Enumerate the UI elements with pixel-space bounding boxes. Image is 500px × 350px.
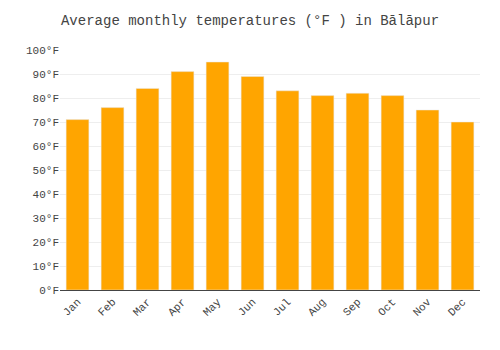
- svg-text:May: May: [201, 296, 224, 319]
- svg-text:Jul: Jul: [271, 296, 293, 318]
- svg-text:20°F: 20°F: [33, 237, 59, 249]
- svg-text:10°F: 10°F: [33, 261, 59, 273]
- svg-text:70°F: 70°F: [33, 117, 59, 129]
- svg-text:90°F: 90°F: [33, 69, 59, 81]
- svg-text:Dec: Dec: [446, 296, 468, 318]
- svg-text:Feb: Feb: [96, 296, 118, 318]
- svg-text:Nov: Nov: [411, 296, 434, 319]
- svg-text:Sep: Sep: [341, 296, 363, 318]
- svg-text:50°F: 50°F: [33, 165, 59, 177]
- svg-text:Oct: Oct: [376, 296, 398, 318]
- svg-text:Jun: Jun: [236, 296, 258, 318]
- svg-text:Apr: Apr: [166, 296, 188, 318]
- svg-text:Average monthly temperatures (: Average monthly temperatures (°F ) in Bā…: [61, 13, 439, 29]
- svg-text:Aug: Aug: [306, 296, 328, 318]
- svg-text:80°F: 80°F: [33, 93, 59, 105]
- svg-text:60°F: 60°F: [33, 141, 59, 153]
- svg-text:Jan: Jan: [61, 296, 83, 318]
- svg-text:Mar: Mar: [131, 296, 153, 318]
- svg-text:0°F: 0°F: [39, 285, 59, 297]
- svg-text:100°F: 100°F: [26, 45, 59, 57]
- svg-text:40°F: 40°F: [33, 189, 59, 201]
- svg-text:30°F: 30°F: [33, 213, 59, 225]
